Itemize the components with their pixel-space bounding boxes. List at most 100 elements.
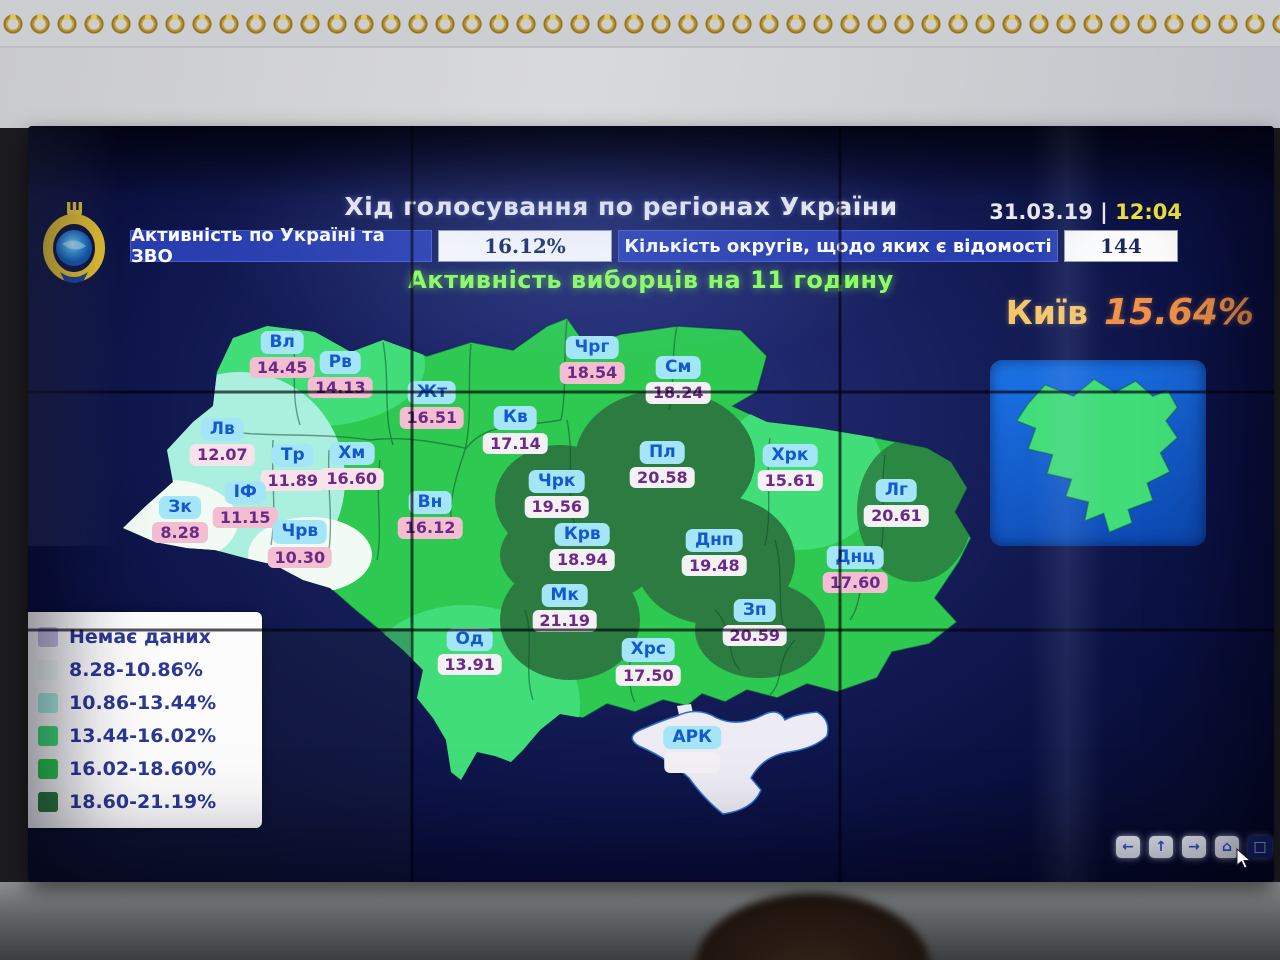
page-title: Хід голосування по регіонах України [344, 192, 898, 221]
map-region-label-dnp[interactable]: Днп 19.48 [681, 528, 747, 577]
map-region-label-zht[interactable]: Жт 16.51 [399, 381, 465, 429]
map-region-label-pl[interactable]: Пл 20.58 [630, 441, 695, 489]
region-value-chip: 11.89 [260, 470, 326, 492]
region-code-chip: Мк [541, 584, 588, 608]
region-value-chip: 18.54 [559, 362, 625, 384]
map-region-label-vn[interactable]: Вн 16.12 [397, 491, 463, 539]
kyiv-headline: Київ 15.64% [1006, 292, 1254, 333]
date-text: 31.03.19 [989, 200, 1093, 224]
nav-zoom-button[interactable]: □ [1248, 836, 1272, 858]
map-region-label-tr[interactable]: Тр 11.89 [260, 443, 326, 492]
map-region-label-chv[interactable]: Чрв 10.30 [267, 520, 333, 568]
ukraine-map-area: Вл 14.45 Рв 14.13 Жт 16.51 Чрг 18.54 См … [115, 310, 995, 880]
legend-color-swatch [38, 791, 58, 812]
legend-range-label: 8.28-10.86% [69, 658, 203, 681]
hourly-subtitle: Активність виборців на 11 годину [408, 266, 894, 294]
region-value-chip: 21.19 [532, 610, 597, 632]
nav-home-button[interactable]: ⌂ [1215, 836, 1239, 858]
map-region-label-ark[interactable]: АРК [663, 726, 722, 774]
region-value-chip: 11.15 [212, 507, 278, 529]
map-region-label-chk[interactable]: Чрк 19.56 [524, 470, 590, 518]
screen-top-shade [28, 126, 1274, 196]
region-code-chip: ІФ [224, 480, 266, 505]
map-region-label-khm[interactable]: Хм 16.60 [319, 442, 385, 490]
nav-up-button[interactable]: ↑ [1149, 836, 1173, 858]
map-region-label-zp[interactable]: Зп 20.59 [722, 598, 788, 647]
region-code-chip: Тр [271, 443, 314, 468]
region-value-chip: 8.28 [152, 522, 209, 544]
legend-row: 16.02-18.60% [38, 752, 256, 785]
region-code-chip: Пл [640, 441, 685, 465]
wall [0, 0, 1280, 128]
region-code-chip: Лг [875, 479, 917, 503]
region-code-chip: Днп [685, 528, 743, 553]
region-code-chip: Вл [260, 331, 304, 355]
region-value-chip: 13.91 [437, 654, 502, 676]
time-text: 12:04 [1115, 200, 1182, 224]
legend-label-no-data: Немає даних [69, 625, 211, 648]
region-value-chip: 17.14 [483, 432, 548, 454]
region-value-chip: 15.61 [757, 470, 823, 492]
districts-label: Кількість округів, щодо яких є відомості [618, 230, 1058, 262]
region-code-chip: Зп [733, 598, 776, 623]
region-value-chip: 12.07 [190, 444, 255, 466]
map-region-label-zk[interactable]: Зк 8.28 [152, 495, 209, 544]
region-label-layer: Вл 14.45 Рв 14.13 Жт 16.51 Чрг 18.54 См … [115, 310, 995, 880]
screen-glare-left [28, 126, 118, 546]
datetime: 31.03.19 | 12:04 [989, 200, 1182, 224]
legend-row: 13.44-16.02% [38, 719, 256, 752]
region-code-chip: Хрк [762, 443, 818, 468]
region-value-chip: 16.60 [319, 468, 385, 490]
map-region-label-khk[interactable]: Хрк 15.61 [757, 443, 823, 492]
region-value-chip: 18.24 [645, 382, 711, 404]
region-value-chip: 17.50 [615, 664, 681, 686]
map-region-label-lh[interactable]: Лг 20.61 [864, 479, 929, 527]
map-region-label-chh[interactable]: Чрг 18.54 [559, 336, 625, 384]
region-value-chip: 20.61 [864, 505, 929, 527]
map-region-label-mk[interactable]: Мк 21.19 [532, 584, 597, 632]
map-region-label-kv[interactable]: Кв 17.14 [483, 406, 548, 454]
region-code-chip: Од [446, 628, 493, 652]
region-code-chip: Крв [554, 523, 610, 547]
map-region-label-vl[interactable]: Вл 14.45 [249, 331, 315, 379]
region-value-chip: 20.59 [722, 625, 788, 647]
map-legend: Немає даних 8.28-10.86% 10.86-13.44% 13.… [28, 612, 262, 828]
region-code-chip: Рв [319, 350, 361, 375]
region-code-chip: Днц [826, 545, 884, 570]
kyiv-city-shape [1015, 378, 1179, 534]
map-region-label-khs[interactable]: Хрс 17.50 [615, 638, 681, 686]
wall-below-screen [0, 882, 1280, 960]
region-code-chip: Вн [408, 491, 452, 515]
region-code-chip: Лв [200, 418, 244, 442]
region-code-chip: Зк [159, 495, 201, 519]
region-code-chip: См [655, 356, 701, 380]
legend-color-swatch [38, 758, 58, 779]
region-value-chip: 10.30 [267, 546, 333, 568]
map-region-label-od[interactable]: Од 13.91 [437, 628, 502, 676]
region-value-chip: 14.45 [249, 357, 315, 379]
legend-range-label: 10.86-13.44% [69, 691, 217, 714]
region-code-chip: Чрв [272, 520, 328, 544]
map-region-label-sm[interactable]: См 18.24 [645, 356, 711, 404]
legend-range-rows: 8.28-10.86% 10.86-13.44% 13.44-16.02% 16… [38, 653, 256, 818]
activity-value-box: 16.12% [438, 230, 612, 262]
legend-range-label: 13.44-16.02% [69, 724, 217, 747]
map-region-label-lv[interactable]: Лв 12.07 [190, 418, 255, 466]
map-region-label-if[interactable]: ІФ 11.15 [212, 480, 278, 529]
map-region-label-dnc[interactable]: Днц 17.60 [822, 545, 888, 594]
nav-forward-button[interactable]: → [1182, 836, 1206, 858]
legend-range-label: 16.02-18.60% [69, 757, 217, 780]
region-value-chip [664, 752, 721, 774]
legend-swatch-no-data [38, 626, 58, 647]
map-region-label-krv[interactable]: Крв 18.94 [549, 523, 615, 571]
activity-label: Активність по Україні та ЗВО [130, 225, 432, 267]
kyiv-inset-map[interactable] [990, 360, 1206, 546]
cec-emblem-icon [40, 200, 106, 286]
nav-back-button[interactable]: ← [1116, 836, 1140, 858]
region-code-chip: Чрг [565, 336, 619, 360]
legend-range-label: 18.60-21.19% [69, 790, 217, 813]
map-region-label-rv[interactable]: Рв 14.13 [307, 350, 373, 399]
legend-row-no-data: Немає даних [38, 620, 256, 653]
region-value-chip: 14.13 [307, 377, 373, 399]
